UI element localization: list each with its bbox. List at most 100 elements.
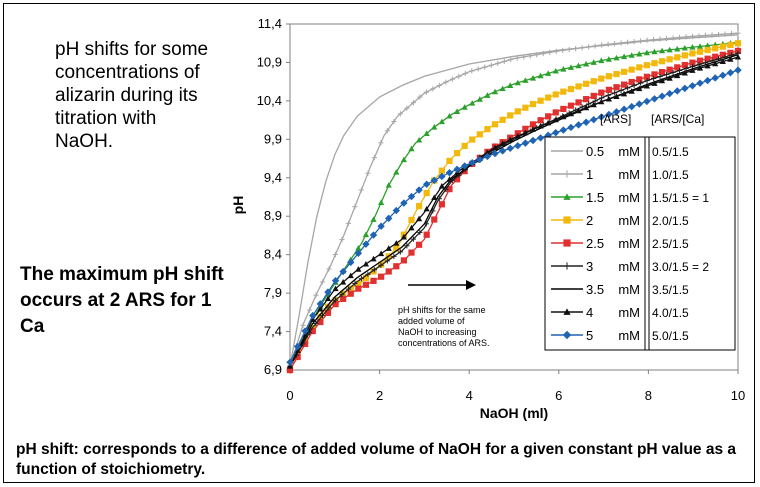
data-point — [422, 180, 431, 188]
data-point — [638, 38, 644, 44]
y-tick-label: 8,9 — [264, 208, 282, 223]
data-point — [423, 189, 430, 197]
data-point — [621, 68, 628, 75]
data-point — [552, 116, 559, 123]
data-point — [567, 85, 575, 93]
data-point — [316, 300, 325, 308]
data-point — [583, 104, 590, 111]
legend-unit: mM — [618, 190, 640, 205]
legend-ratio: 2.0/1.5 — [652, 214, 689, 228]
data-point — [689, 44, 696, 50]
data-point — [362, 281, 370, 288]
data-point — [598, 98, 605, 105]
data-point — [355, 285, 362, 292]
legend-swatch-marker — [563, 308, 571, 315]
data-point — [735, 30, 741, 36]
data-point — [362, 231, 370, 238]
data-point — [400, 199, 408, 207]
data-point — [709, 32, 715, 38]
data-point — [635, 100, 643, 108]
side-description: pH shifts for some concentrations of ali… — [55, 39, 209, 152]
data-point — [674, 72, 681, 79]
data-point — [559, 126, 568, 134]
data-point — [498, 147, 507, 155]
data-point — [400, 156, 407, 163]
data-point — [446, 176, 453, 182]
legend-swatch-marker — [563, 170, 571, 178]
x-tick-label: 8 — [645, 388, 652, 403]
data-point — [689, 59, 696, 66]
data-point — [446, 157, 453, 165]
data-point — [430, 176, 438, 185]
data-point — [734, 53, 742, 60]
data-point — [317, 313, 324, 320]
data-point — [676, 67, 683, 74]
data-point — [499, 85, 506, 92]
data-point — [711, 74, 719, 82]
data-point — [476, 96, 483, 102]
data-point — [369, 231, 378, 239]
data-point — [650, 95, 659, 103]
series-line — [289, 34, 739, 367]
data-point — [586, 44, 592, 50]
data-point — [438, 201, 445, 208]
data-point — [362, 260, 370, 267]
data-point — [605, 56, 613, 62]
data-point — [313, 320, 319, 327]
data-point — [650, 37, 657, 43]
data-point — [446, 186, 453, 193]
data-point — [522, 104, 529, 111]
data-point — [704, 55, 711, 62]
data-point — [651, 60, 658, 67]
data-point — [599, 42, 605, 48]
y-tick-label: 10,9 — [257, 54, 282, 69]
data-point — [696, 43, 704, 49]
data-point — [628, 52, 635, 58]
data-point — [453, 165, 461, 174]
data-point — [514, 79, 521, 86]
data-point — [514, 133, 521, 139]
data-point — [590, 92, 597, 99]
data-point — [583, 80, 590, 87]
data-point — [495, 60, 501, 66]
data-point — [462, 70, 468, 77]
legend-unit: mM — [618, 213, 640, 228]
data-point — [673, 87, 681, 95]
data-point — [453, 176, 461, 183]
data-point — [621, 53, 628, 60]
data-point — [378, 140, 384, 146]
data-point — [574, 121, 583, 129]
data-point — [552, 128, 560, 137]
legend-label: 3.5 — [586, 282, 604, 297]
data-point — [377, 222, 385, 230]
data-point — [410, 236, 416, 242]
data-point — [415, 241, 423, 248]
x-tick-label: 0 — [286, 388, 293, 403]
data-point — [317, 318, 324, 326]
legend-header-ars: [ARS] — [600, 112, 631, 126]
data-point — [566, 46, 572, 53]
data-point — [293, 342, 302, 351]
data-point — [522, 129, 529, 136]
data-point — [358, 187, 365, 193]
data-point — [734, 40, 742, 47]
data-point — [431, 194, 438, 201]
data-point — [370, 255, 377, 262]
side-conclusion: The maximum pH shift occurs at 2 ARS for… — [20, 264, 224, 337]
data-point — [352, 204, 358, 210]
data-point — [355, 280, 362, 287]
legend-label: 1.5 — [586, 190, 604, 205]
series-line — [289, 32, 739, 367]
data-point — [666, 75, 673, 81]
data-point — [385, 214, 393, 223]
x-tick-label: 2 — [376, 388, 383, 403]
data-point — [612, 41, 618, 47]
data-point — [567, 102, 575, 109]
data-point — [575, 107, 582, 114]
data-point — [590, 115, 598, 124]
legend-item: 5 mM 5.0/1.5 — [551, 328, 689, 343]
data-point — [483, 152, 492, 161]
data-point — [415, 203, 423, 210]
data-point — [650, 75, 657, 82]
data-point — [704, 46, 711, 54]
